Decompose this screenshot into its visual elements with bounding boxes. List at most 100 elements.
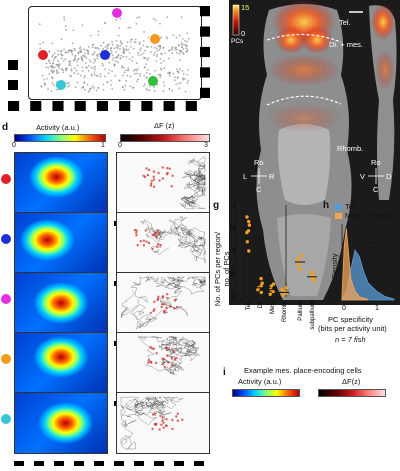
panel-i-letter: i: [223, 367, 226, 378]
g-category-label: Pallium: [298, 301, 304, 321]
row-color-marker: [1, 174, 11, 184]
g-category-label: Di.: [258, 301, 264, 309]
df-colorbar-title: ΔF (z): [154, 121, 175, 130]
region-label-rhomb: Rhomb.: [337, 144, 364, 153]
h-density-area: [341, 228, 369, 301]
g-point: [247, 223, 252, 227]
g-point: [247, 219, 251, 224]
legend-mes-label: Mes. + rhomb.: [345, 211, 394, 220]
pcs-label: PCs: [231, 38, 244, 45]
trajectory-df-map: [116, 152, 210, 214]
top-arena-checker-right: [200, 6, 210, 98]
compass2-down: C: [373, 185, 379, 194]
g-point: [260, 281, 264, 285]
g-ytick-label: 0.25: [230, 272, 237, 278]
g-point: [296, 263, 301, 267]
g-point: [268, 292, 272, 296]
g-category-label: Tel.: [246, 301, 252, 311]
legend-tel-swatch: [335, 204, 342, 210]
top-arena: [28, 6, 202, 100]
g-ytick-label: 1: [233, 203, 237, 209]
region-label-di-mes: Di. + mes.: [329, 40, 363, 49]
g-point: [271, 282, 276, 286]
g-point: [259, 284, 263, 288]
panel-d-letter: d: [2, 122, 9, 133]
trajectory-df-map: [116, 332, 210, 394]
panel-i-df-label: ΔF(z): [342, 377, 361, 386]
significance-marker: ***: [366, 239, 375, 248]
h-xtick-0: 0: [342, 305, 346, 312]
g-point: [280, 287, 284, 292]
g-point: [300, 253, 305, 258]
compass1-down: C: [256, 185, 262, 194]
panel-g-letter: g: [213, 200, 220, 211]
g-point: [309, 270, 313, 274]
g-point: [259, 276, 263, 281]
panel-i-activity-colorbar: [232, 389, 300, 397]
arena-dot-cyan: [56, 80, 66, 90]
compass2-left: V: [360, 172, 366, 181]
arena-dot-red: [38, 50, 48, 60]
g-category-label: Mes.: [270, 301, 276, 314]
panel-i-df-colorbar: [318, 389, 386, 397]
g-point: [281, 293, 285, 297]
compass2-right: D: [386, 172, 392, 181]
g-point: [298, 267, 302, 272]
compass1-right: R: [269, 172, 275, 181]
g-ytick-label: 0.75: [230, 226, 237, 232]
panel-i-activity-label: Activity (a.u.): [238, 377, 282, 386]
g-category-label: Rhomb.: [282, 301, 288, 322]
region-label-tel: Tel.: [339, 18, 351, 27]
arena-dot-magenta: [112, 8, 122, 18]
panel-h-xlabel-2: (bits per activity unit): [318, 324, 387, 333]
pcs-max-label: 15: [241, 3, 250, 12]
arena-dot-orange: [150, 34, 160, 44]
compass1-left: L: [243, 172, 248, 181]
compass1-up: Ro: [254, 158, 264, 167]
brain-rendering: [232, 0, 397, 300]
legend-mes-swatch: [335, 213, 342, 219]
activity-heatmap: [14, 212, 108, 274]
g-point: [247, 249, 251, 253]
activity-min-tick: 0: [12, 142, 16, 149]
panel-h-ylabel: Density: [330, 253, 339, 279]
activity-heatmap: [14, 392, 108, 454]
df-colorbar: [120, 134, 210, 142]
activity-max-tick: 1: [101, 142, 105, 149]
g-category-label: Dorsal subpallium: [310, 301, 316, 330]
row-color-marker: [1, 414, 11, 424]
g-point: [245, 240, 249, 244]
top-arena-checker-left: [8, 60, 18, 100]
heatmap-checker: [14, 453, 214, 471]
activity-heatmap: [14, 332, 108, 394]
h-xtick-1: 1: [375, 305, 379, 312]
activity-colorbar-title: Activity (a.u.): [36, 123, 80, 132]
arena-trajectory-points: [38, 16, 190, 93]
brain-image-panel: 15 0 PCs Tel. Di. + mes. Rhomb. Ro C L R…: [229, 0, 400, 305]
trajectory-df-map: [116, 212, 210, 274]
activity-heatmap: [14, 152, 108, 214]
df-min-tick: 0: [118, 142, 122, 149]
df-max-tick: 3: [204, 142, 208, 149]
panel-i-title: Example mes. place-encoding cells: [244, 366, 362, 375]
activity-heatmap: [14, 272, 108, 334]
row-color-marker: [1, 234, 11, 244]
g-point: [284, 286, 289, 290]
panel-g-chart: 0 0.25 0.5 0.75 1 Tel. Di. Mes. Rhomb. Pallium Dor…: [230, 203, 317, 330]
panel-h-n-note: n = 7 fish: [335, 335, 366, 344]
trajectory-df-map: [116, 392, 210, 454]
panel-h-xlabel-1: PC specificity: [328, 315, 374, 324]
arena-dot-blue: [100, 50, 110, 60]
panel-h-chart: [341, 224, 395, 301]
top-arena-checker-bottom: [8, 98, 208, 111]
activity-colorbar: [14, 134, 106, 142]
g-point: [271, 289, 275, 294]
row-color-marker: [1, 294, 11, 304]
trajectory-df-map: [116, 272, 210, 334]
g-ytick-label: 0.5: [230, 249, 237, 255]
g-point: [246, 229, 251, 233]
panel-h-letter: h: [323, 200, 330, 211]
compass2-up: Ro: [371, 158, 381, 167]
g-point: [259, 290, 263, 295]
g-point: [245, 215, 249, 219]
